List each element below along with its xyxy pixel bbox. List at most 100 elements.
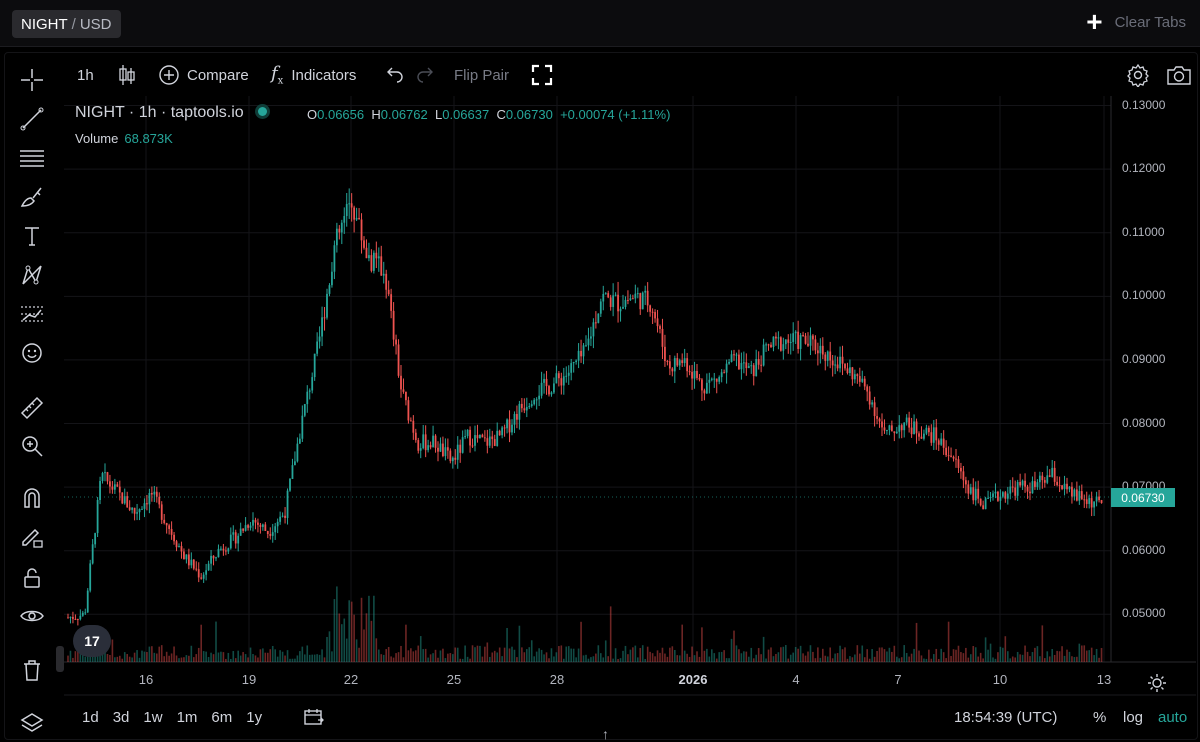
volume-bar xyxy=(945,658,947,662)
emoji-icon[interactable] xyxy=(16,337,48,369)
volume-bar xyxy=(965,647,967,662)
horizontal-lines-icon[interactable] xyxy=(16,142,48,174)
volume-bar xyxy=(1007,651,1009,662)
candle-body xyxy=(673,358,676,372)
camera-icon[interactable] xyxy=(1166,60,1192,90)
redo-icon[interactable] xyxy=(416,60,434,90)
volume-bar xyxy=(572,648,575,662)
layers-icon[interactable] xyxy=(16,707,48,739)
settings-gear-icon[interactable] xyxy=(1126,60,1150,90)
candle-body xyxy=(318,336,321,342)
candle-body xyxy=(419,448,422,451)
candle-body xyxy=(274,526,277,533)
volume-bar xyxy=(669,647,671,662)
volume-bar xyxy=(348,600,350,662)
volume-bar xyxy=(254,655,257,662)
ruler-icon[interactable] xyxy=(16,392,48,424)
candle-body xyxy=(925,427,928,434)
candle-body xyxy=(503,427,506,429)
compare-button[interactable]: Compare xyxy=(158,60,249,90)
candle-body xyxy=(247,525,249,528)
candle-body xyxy=(1001,492,1004,497)
candle-body xyxy=(471,445,474,447)
candle-body xyxy=(750,365,753,367)
pattern-icon[interactable] xyxy=(16,259,48,291)
lock-icon[interactable] xyxy=(16,562,48,594)
volume-bar xyxy=(748,656,750,662)
volume-bar xyxy=(878,647,881,662)
flip-pair-button[interactable]: Flip Pair xyxy=(454,66,510,84)
candle-body xyxy=(333,245,336,272)
volume-bar xyxy=(671,646,674,662)
range-button-1w[interactable]: 1w xyxy=(143,708,163,726)
candle-body xyxy=(173,534,175,542)
volume-bars xyxy=(67,586,1103,662)
text-icon[interactable] xyxy=(16,220,48,252)
candle-body xyxy=(353,207,356,220)
volume-bar xyxy=(851,657,854,662)
volume-bar xyxy=(836,653,839,662)
range-button-6m[interactable]: 6m xyxy=(211,708,233,726)
fullscreen-icon[interactable] xyxy=(531,60,553,90)
volume-bar xyxy=(649,651,651,662)
zoom-in-icon[interactable] xyxy=(16,430,48,462)
utc-clock[interactable]: 18:54:39 (UTC) xyxy=(954,708,1058,726)
volume-bar xyxy=(212,654,215,662)
volume-bar xyxy=(111,639,114,662)
candle-body xyxy=(1024,480,1026,487)
toolbar-collapse-handle[interactable] xyxy=(56,646,64,672)
candle-body xyxy=(636,293,639,295)
range-button-1m[interactable]: 1m xyxy=(176,708,198,726)
log-toggle[interactable]: log xyxy=(1123,708,1144,726)
indicators-button[interactable]: fx Indicators xyxy=(271,60,356,90)
candle-body xyxy=(501,427,504,436)
range-button-3d[interactable]: 3d xyxy=(112,708,130,726)
undo-icon[interactable] xyxy=(386,60,404,90)
volume-bar xyxy=(304,654,306,662)
auto-toggle[interactable]: auto xyxy=(1158,708,1188,726)
candle-body xyxy=(656,318,659,327)
candle-body xyxy=(461,437,464,453)
crosshair-icon[interactable] xyxy=(16,64,48,96)
volume-bar xyxy=(215,621,217,662)
trash-icon[interactable] xyxy=(16,654,48,686)
forecast-icon[interactable] xyxy=(16,298,48,330)
axis-settings-sun-icon[interactable] xyxy=(1147,668,1167,698)
candle-body xyxy=(252,519,254,526)
chart-frame xyxy=(4,52,1198,740)
clear-tabs-button[interactable]: + Clear Tabs xyxy=(1086,6,1186,37)
volume-bar xyxy=(193,657,195,662)
lock-drawing-icon[interactable] xyxy=(16,521,48,553)
interval-button[interactable]: 1h xyxy=(77,66,94,84)
high-label: H xyxy=(371,107,381,122)
brush-icon[interactable] xyxy=(16,181,48,213)
magnet-icon[interactable] xyxy=(16,482,48,514)
volume-bar xyxy=(898,658,901,662)
x-tick-label: 2026 xyxy=(678,672,708,687)
volume-bar xyxy=(750,647,753,662)
volume-bar xyxy=(503,647,506,662)
eye-icon[interactable] xyxy=(16,600,48,632)
candle-body xyxy=(146,503,148,505)
expand-up-icon[interactable]: ↑ xyxy=(602,726,609,742)
volume-bar xyxy=(343,618,346,662)
range-button-1d[interactable]: 1d xyxy=(82,708,99,726)
candle-body xyxy=(540,382,543,396)
volume-bar xyxy=(299,651,301,662)
pair-tab[interactable]: NIGHT / USD xyxy=(12,10,121,38)
percent-toggle[interactable]: % xyxy=(1093,708,1107,726)
candle-body xyxy=(375,252,378,259)
volume-bar xyxy=(782,646,785,662)
range-button-1y[interactable]: 1y xyxy=(246,708,263,726)
volume-bar xyxy=(651,653,654,662)
candle-body xyxy=(331,271,333,286)
trend-line-icon[interactable] xyxy=(16,103,48,135)
plus-icon[interactable]: + xyxy=(1086,6,1103,37)
date-range-icon[interactable] xyxy=(304,706,324,728)
candle-body xyxy=(249,525,252,528)
candle-body xyxy=(686,358,689,372)
candle-body xyxy=(752,365,755,377)
volume-bar xyxy=(518,625,521,662)
candle-style-icon[interactable] xyxy=(117,60,137,90)
